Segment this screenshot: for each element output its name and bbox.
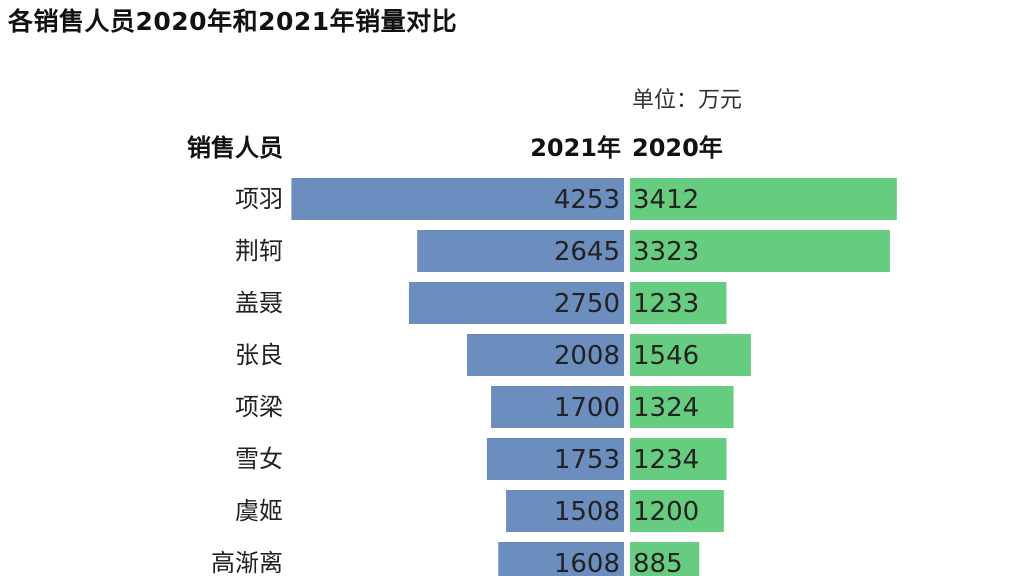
- category-label: 项梁: [235, 393, 283, 421]
- value-label-2020: 1324: [633, 393, 699, 423]
- value-label-2020: 3323: [633, 237, 699, 267]
- category-label: 张良: [235, 341, 283, 369]
- category-label: 盖聂: [235, 289, 283, 317]
- bar-2020: [630, 178, 897, 220]
- series-header-2021: 2021年: [530, 134, 621, 162]
- series-header-2020: 2020年: [632, 134, 723, 162]
- bar-2021: [498, 542, 624, 576]
- value-label-2020: 1233: [633, 289, 699, 319]
- category-label: 荆轲: [235, 237, 283, 265]
- bar-2021: [466, 334, 624, 376]
- bar-2021: [491, 386, 624, 428]
- bar-2021: [486, 438, 624, 480]
- unit-label: 单位：万元: [632, 88, 743, 113]
- category-label: 虞姬: [235, 497, 283, 525]
- value-label-2020: 1546: [633, 341, 699, 371]
- value-label-2020: 885: [633, 549, 683, 576]
- category-label: 高渐离: [211, 549, 283, 576]
- bar-2021: [408, 282, 624, 324]
- value-label-2020: 1234: [633, 445, 699, 475]
- value-label-2021: 4253: [554, 185, 620, 215]
- bar-2020: [630, 282, 727, 324]
- bar-2020: [630, 490, 724, 532]
- category-header: 销售人员: [187, 134, 283, 162]
- bar-2020: [630, 334, 751, 376]
- bar-2021: [291, 178, 624, 220]
- bar-2020: [630, 542, 700, 576]
- value-label-2021: 1700: [554, 393, 620, 423]
- value-label-2020: 1200: [633, 497, 699, 527]
- bar-2021: [417, 230, 624, 272]
- category-label: 雪女: [235, 445, 283, 473]
- bar-2020: [630, 438, 727, 480]
- value-label-2021: 2750: [554, 289, 620, 319]
- value-label-2021: 2645: [554, 237, 620, 267]
- chart-title: 各销售人员2020年和2021年销量对比: [8, 7, 458, 36]
- value-label-2021: 2008: [554, 341, 620, 371]
- value-label-2021: 1608: [554, 549, 620, 576]
- bar-2020: [630, 386, 734, 428]
- category-label: 项羽: [235, 185, 283, 213]
- bar-2021: [506, 490, 624, 532]
- value-label-2020: 3412: [633, 185, 699, 215]
- value-label-2021: 1508: [554, 497, 620, 527]
- bar-2020: [630, 230, 890, 272]
- value-label-2021: 1753: [554, 445, 620, 475]
